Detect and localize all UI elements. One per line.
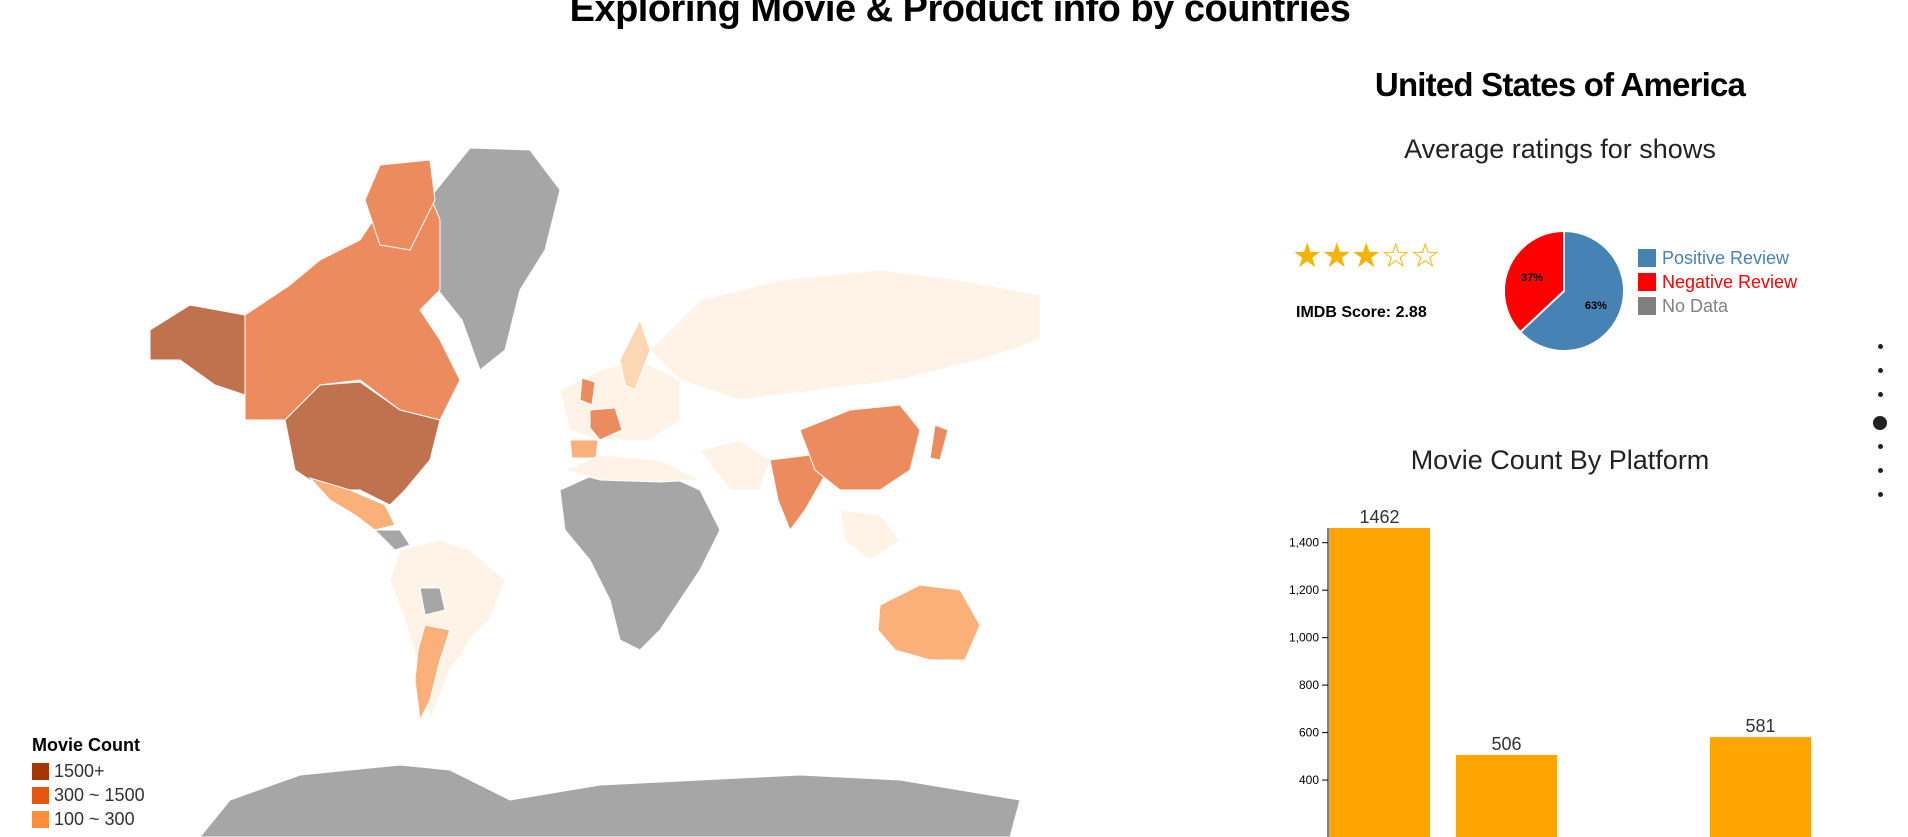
section-dot-nav[interactable] [1870,344,1890,516]
legend-swatch [32,810,49,828]
country-china[interactable] [799,404,921,491]
legend-item: 100 ~ 300 [32,807,145,831]
imdb-score: IMDB Score: 2.88 [1296,304,1427,321]
pie-legend-label: Positive Review [1662,247,1790,268]
bar[interactable] [1710,737,1811,837]
selected-country-name: United States of America [1374,66,1746,103]
y-tick-label: 800 [1299,678,1319,692]
star-empty-icon: ☆ [1380,237,1411,275]
bar-value-label: 506 [1491,734,1521,754]
star-filled-icon: ★ [1321,237,1352,275]
pie-legend-label: No Data [1662,295,1729,316]
country-central-america[interactable] [373,529,411,551]
nav-dot[interactable] [1877,392,1883,397]
bar-chart-title: Movie Count By Platform [1410,445,1710,475]
nav-dot[interactable] [1877,444,1883,449]
world-map[interactable]: .c-highest { fill: #c0724f; stroke: #fff… [0,60,1060,837]
country-canada-islands[interactable] [364,159,436,251]
rating-stars: ★★★☆☆ [1292,236,1441,276]
legend-label: 300 ~ 1500 [54,784,145,805]
star-empty-icon: ☆ [1409,237,1441,275]
nav-dot[interactable] [1877,368,1883,373]
page-title: Exploring Movie & Product info by countr… [569,0,1351,30]
country-uk[interactable] [579,377,596,406]
nav-dot[interactable] [1873,416,1887,430]
bar[interactable] [1329,528,1430,837]
legend-item: 300 ~ 1500 [32,783,145,807]
legend-label: 1500+ [54,760,105,781]
star-filled-icon: ★ [1292,237,1323,275]
country-middle-east[interactable] [699,439,771,491]
country-antarctica[interactable] [199,764,1021,837]
pie-legend: Positive Review Negative Review No Data [1638,246,1797,318]
legend-swatch [32,786,49,804]
country-argentina[interactable] [414,624,451,722]
country-france[interactable] [589,407,623,441]
pie-legend-label: Negative Review [1662,271,1798,292]
y-tick-label: 400 [1299,773,1319,787]
country-alaska[interactable] [149,304,246,396]
legend-item: 1500+ [32,759,145,783]
pie-legend-swatch [1638,249,1656,267]
country-southeast-asia[interactable] [839,509,901,561]
y-tick-label: 1,000 [1289,631,1319,645]
country-africa[interactable] [559,471,721,651]
y-tick-label: 600 [1299,726,1319,740]
pie-slice-label: 37% [1521,272,1543,284]
pie-slice[interactable] [1518,229,1625,352]
y-tick-label: 1,200 [1289,583,1319,597]
y-tick-label: 1,400 [1289,536,1319,550]
star-filled-icon: ★ [1350,237,1382,275]
map-legend: Movie Count 1500+ 300 ~ 1500 100 ~ 300 [32,735,145,831]
pie-legend-item: Positive Review [1638,246,1797,270]
country-japan[interactable] [929,424,949,461]
country-russia[interactable] [649,269,1041,401]
country-spain[interactable] [569,439,599,459]
bar-value-label: 1462 [1359,507,1399,527]
legend-swatch [32,762,49,780]
country-mexico[interactable] [308,477,396,531]
pie-legend-item: Negative Review [1638,270,1797,294]
country-north-africa[interactable] [563,454,702,483]
ratings-title: Average ratings for shows [1404,134,1716,164]
nav-dot[interactable] [1877,492,1883,497]
country-bolivia[interactable] [419,587,446,616]
bar[interactable] [1456,754,1557,837]
nav-dot[interactable] [1877,468,1883,473]
country-australia[interactable] [877,584,981,661]
platform-bar-chart[interactable]: 400 600 800 1,000 1,200 1,400 1462 506 581 [1270,490,1850,837]
legend-label: 100 ~ 300 [54,808,135,829]
bar-value-label: 581 [1745,716,1775,736]
pie-legend-swatch [1638,273,1656,291]
pie-slice-label: 63% [1585,300,1607,312]
pie-legend-item: No Data [1638,294,1797,318]
nav-dot[interactable] [1877,344,1883,349]
pie-legend-swatch [1638,297,1656,315]
pie-slice[interactable] [1503,229,1565,334]
country-scandinavia[interactable] [619,318,651,391]
legend-title: Movie Count [32,735,140,755]
review-pie-chart[interactable]: 63% 37% [1498,225,1630,357]
